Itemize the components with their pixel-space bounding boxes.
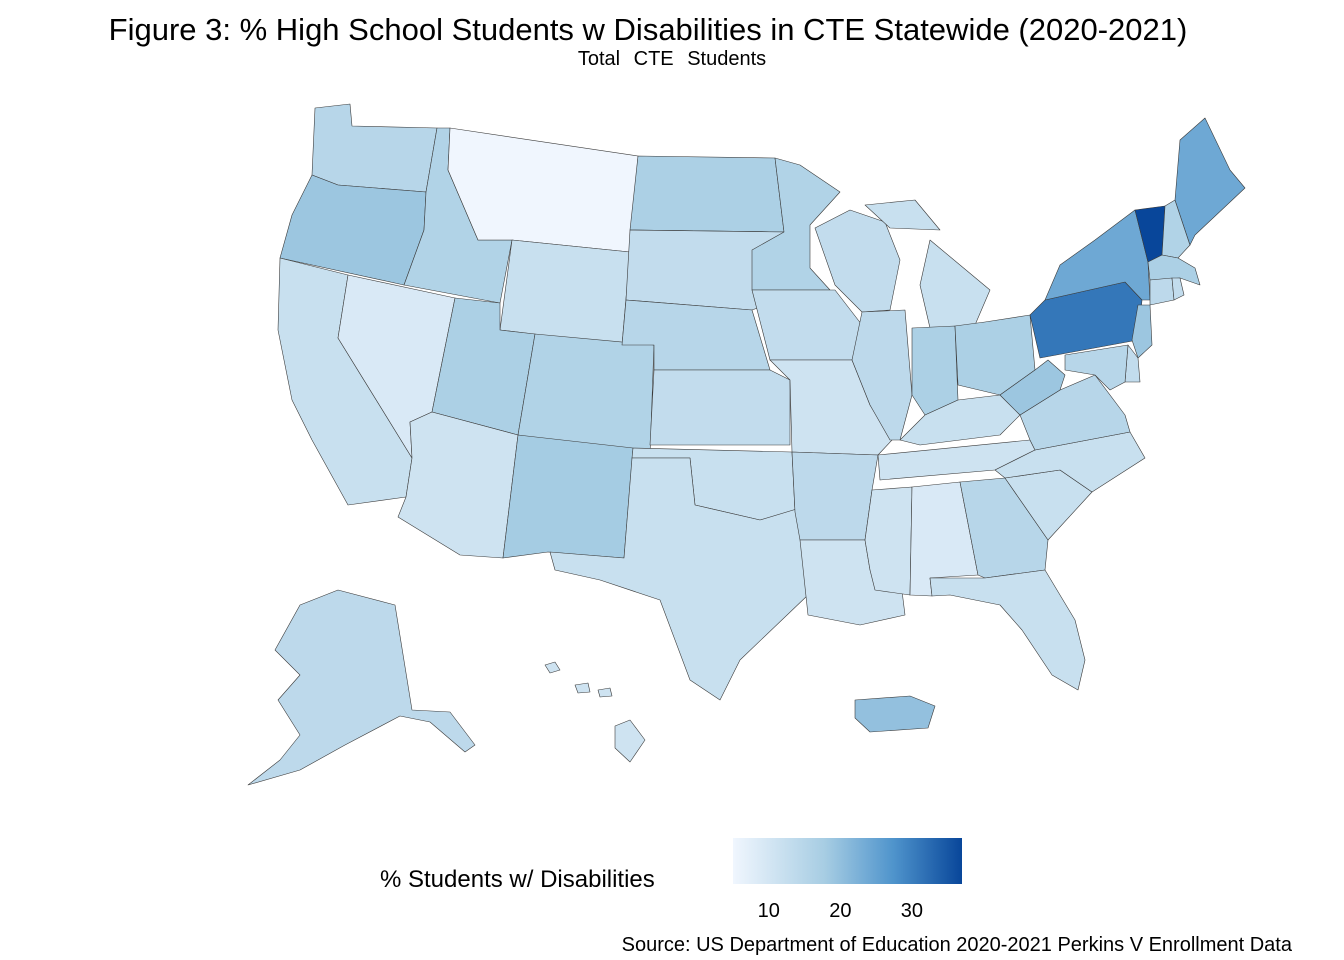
- legend-tick-mark: [840, 884, 842, 890]
- state-texas[interactable]: [549, 457, 809, 701]
- state-kansas[interactable]: [649, 369, 791, 446]
- legend-tick-mark: [911, 884, 913, 890]
- state-maryland[interactable]: [1064, 344, 1129, 391]
- state-maine[interactable]: [1174, 117, 1246, 246]
- state-illinois[interactable]: [851, 309, 913, 441]
- state-minnesota[interactable]: [751, 157, 841, 291]
- subtitle-word: Total: [577, 48, 621, 70]
- legend-tick-mark: [768, 884, 770, 890]
- state-montana[interactable]: [447, 127, 639, 253]
- legend-tick-label: 30: [900, 900, 924, 922]
- state-new-jersey[interactable]: [1131, 304, 1153, 359]
- state-connecticut[interactable]: [1149, 277, 1175, 306]
- state-wyoming[interactable]: [499, 239, 631, 346]
- state-wisconsin[interactable]: [814, 209, 901, 313]
- source-note: Source: US Department of Education 2020-…: [621, 934, 1292, 956]
- state-puerto-rico[interactable]: [854, 695, 936, 733]
- subtitle-word: CTE: [633, 48, 674, 70]
- state-arizona[interactable]: [397, 411, 519, 559]
- state-indiana[interactable]: [911, 325, 959, 416]
- state-washington[interactable]: [311, 103, 438, 193]
- state-mississippi[interactable]: [864, 486, 913, 596]
- subtitle-word: Students: [687, 48, 767, 70]
- state-hawaii[interactable]: [544, 661, 646, 763]
- legend-tick-label: 10: [757, 900, 780, 922]
- state-alaska[interactable]: [247, 589, 476, 786]
- state-new-york[interactable]: [1044, 209, 1151, 301]
- state-colorado[interactable]: [517, 333, 655, 456]
- state-arkansas[interactable]: [791, 451, 879, 541]
- state-virginia[interactable]: [1019, 374, 1131, 451]
- legend-color-bar: [733, 838, 962, 884]
- state-iowa[interactable]: [751, 289, 863, 361]
- state-florida[interactable]: [929, 569, 1086, 691]
- state-north-dakota[interactable]: [629, 155, 785, 233]
- state-new-mexico[interactable]: [502, 434, 634, 559]
- state-rhode-island[interactable]: [1171, 277, 1185, 301]
- legend-tick-label: 20: [829, 900, 852, 922]
- state-west-virginia[interactable]: [999, 359, 1066, 416]
- state-new-hampshire[interactable]: [1161, 199, 1191, 259]
- legend-title: % Students w/ Disabilities: [380, 866, 655, 893]
- map-subtitle: Total CTE Students: [0, 48, 1344, 71]
- map-title: Figure 3: % High School Students w Disab…: [108, 12, 1188, 47]
